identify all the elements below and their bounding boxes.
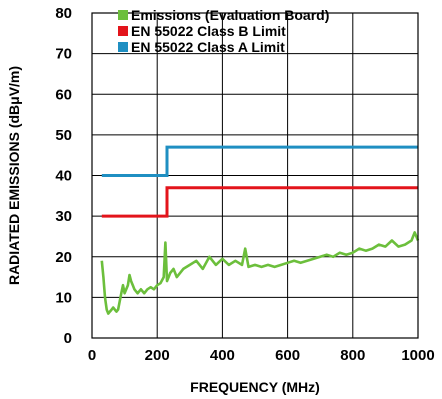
x-tick-label-3: 600 [275,347,300,364]
y-tick-label-2: 20 [55,249,72,266]
series-line-0 [100,231,420,315]
legend-swatch-2 [118,42,128,52]
plot-frame [91,12,419,339]
y-tick-labels: 0 10 20 30 40 50 60 70 80 [55,5,72,347]
y-tick-label-6: 60 [55,86,72,103]
x-tick-labels: 0 200 400 600 800 1000 [88,347,435,364]
y-tick-label-1: 10 [55,289,72,306]
legend-swatch-1 [118,26,128,36]
x-axis-title: FREQUENCY (MHz) [190,379,320,395]
y-tick-label-0: 0 [64,330,72,347]
x-tick-label-4: 800 [340,347,365,364]
x-tick-label-1: 200 [145,347,170,364]
x-tick-label-2: 400 [210,347,235,364]
series-line-1 [101,186,418,218]
y-tick-label-8: 80 [55,5,72,22]
legend-label-2: EN 55022 Class A Limit [131,39,285,55]
series-line-2 [101,145,418,177]
y-axis-title: RADIATED EMISSIONS (dBμV/m) [6,66,22,285]
x-tick-label-0: 0 [88,347,96,364]
x-tick-label-5: 1000 [401,347,434,364]
legend-swatch-0 [118,10,128,20]
chart-legend: Emissions (Evaluation Board)EN 55022 Cla… [118,7,329,55]
legend-label-0: Emissions (Evaluation Board) [131,7,329,23]
y-tick-label-7: 70 [55,46,72,63]
y-tick-label-3: 30 [55,208,72,225]
y-tick-label-4: 40 [55,168,72,185]
chart-series [100,145,420,315]
legend-label-1: EN 55022 Class B Limit [131,23,286,39]
y-tick-label-5: 50 [55,127,72,144]
